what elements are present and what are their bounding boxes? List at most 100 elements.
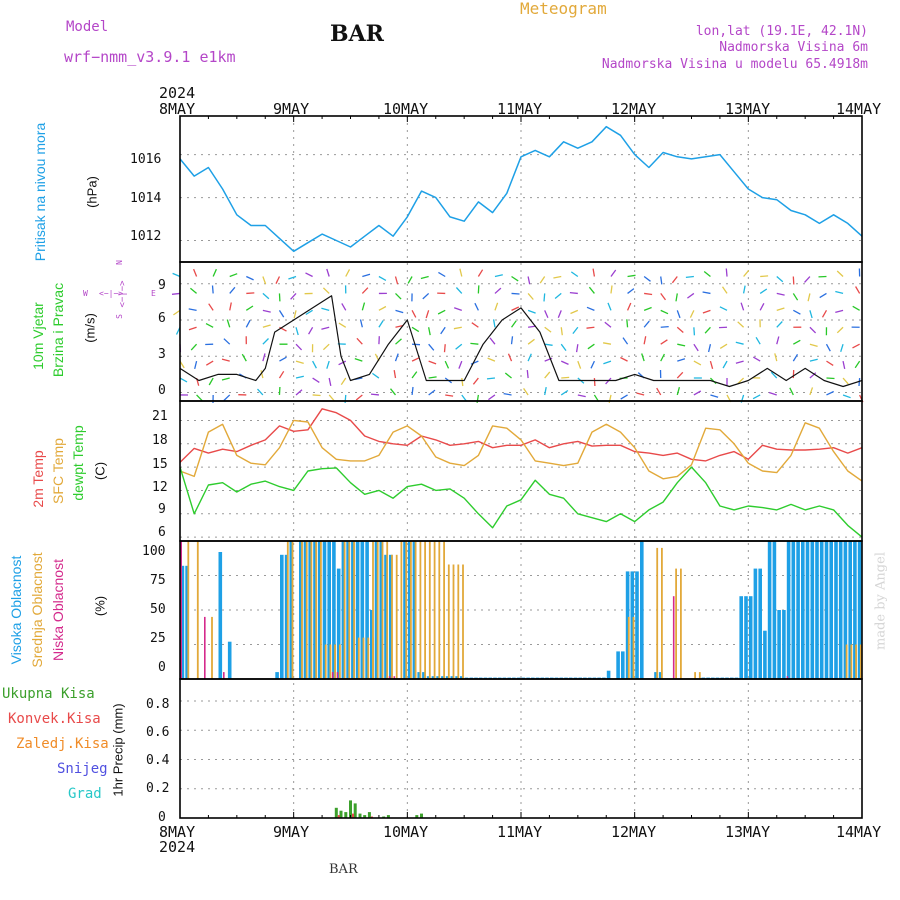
wind-vector-arrow [428, 343, 435, 351]
wind-vector-arrow [656, 387, 662, 396]
wind-vector-arrow [675, 293, 678, 302]
wind-vector-arrow [194, 360, 198, 370]
cloud-mid-bar [855, 644, 857, 679]
temp-tick: 12 [152, 480, 168, 495]
wind-vector-arrow [372, 372, 380, 379]
wind-vector-arrow [543, 293, 546, 302]
wind-vector-arrow [407, 276, 413, 284]
wind-vector-arrow [560, 360, 569, 365]
wind-vector-arrow [262, 309, 271, 313]
pressure-tick: 1014 [130, 191, 162, 206]
wind-vector-arrow [685, 275, 694, 279]
wind-vector-arrow [341, 303, 347, 311]
wind-vector-arrow [395, 324, 404, 328]
cloud-high-bar [370, 610, 374, 679]
cloud-high-bar [313, 541, 317, 679]
wind-vector-arrow [172, 272, 181, 278]
wind-vector-arrow [570, 271, 579, 278]
wind-vector-arrow [527, 293, 534, 300]
wind-vector-arrow [641, 353, 645, 362]
cloud-high-bar [407, 541, 412, 679]
wind-vector-arrow [703, 270, 711, 278]
cloud-high-bar [801, 541, 805, 679]
wind-vector-arrow [539, 276, 546, 284]
wind-vector-arrow [453, 326, 462, 330]
wind-vector-arrow [610, 285, 613, 294]
wind-vector-arrow [620, 394, 628, 400]
cloud-high-bar [838, 541, 843, 679]
cloud-tick: 0 [158, 660, 166, 675]
pressure-series-line [179, 125, 863, 253]
cloud-mid-bar [301, 541, 303, 679]
wind-vector-arrow [488, 394, 496, 401]
wind-vector-arrow [494, 274, 503, 278]
station-title: BAR [330, 21, 384, 47]
cloud-low-bar [204, 616, 206, 679]
wind-vector-arrow [858, 377, 861, 387]
wind-vector-arrow [321, 307, 330, 311]
wind-vector-arrow [262, 338, 269, 345]
wind-vector-arrow [660, 325, 669, 328]
elevation-text: Nadmorska Visina 6m [719, 40, 868, 55]
wind-vector-arrow [511, 306, 520, 311]
wind-vector-arrow [809, 387, 814, 396]
wind-vector-arrow [246, 275, 254, 281]
precip-legend-convective: Konvek.Kisa [8, 711, 101, 727]
wind-vector-arrow [340, 377, 347, 386]
wind-vector-arrow [725, 268, 728, 277]
wind-vector-arrow [774, 353, 778, 362]
wind-vector-arrow [486, 377, 496, 380]
day-label-top: 14MAY [836, 100, 882, 118]
wind-vector-arrow [444, 360, 450, 369]
wind-vector-arrow [312, 360, 317, 369]
day-label-top: 10MAY [383, 100, 429, 118]
wind-vector-arrow [438, 271, 446, 278]
wind-vector-arrow [660, 293, 667, 301]
wind-vector-arrow [586, 306, 595, 311]
wind-vector-arrow [223, 394, 231, 401]
cloud-mid-bar [443, 541, 445, 679]
cloud-high-bar [284, 554, 289, 679]
wind-vector-arrow [412, 343, 421, 346]
wind-vector-arrow [361, 302, 366, 311]
wind-vector-arrow [704, 326, 711, 334]
wind-vector-arrow [693, 390, 702, 396]
cloud-low-bar [393, 676, 396, 679]
wind-vector-arrow [560, 389, 569, 396]
cloud-label-high: Visoka Oblacnost [8, 555, 24, 665]
cloud-high-bar [336, 568, 341, 679]
wind-vector-arrow [604, 321, 612, 328]
precip-tick: 0.8 [146, 697, 170, 712]
wind-vector-arrow [411, 326, 420, 333]
wind-vector-arrow [835, 290, 844, 295]
wind-vector-arrow [544, 371, 551, 379]
cloud-mid-bar [372, 541, 374, 679]
wind-vector-arrow [246, 292, 255, 295]
cloud-high-bar [857, 541, 862, 679]
wind-vector-arrow [455, 343, 463, 350]
wind-vector-arrow [262, 292, 270, 300]
cloud-high-bar [374, 541, 379, 679]
wind-vector-arrow [295, 327, 299, 336]
wind-vector-arrow [356, 337, 363, 345]
cloud-high-bar [654, 672, 658, 679]
cloud-mid-bar [452, 564, 455, 679]
cloud-low-bar [180, 541, 182, 679]
cloud-mid-bar [211, 616, 213, 679]
cloud-high-bar [280, 554, 284, 679]
wind-vector-arrow [461, 377, 464, 387]
wind-vector-arrow [411, 371, 418, 379]
wind-vector-arrow [572, 326, 579, 334]
wind-vector-arrow [737, 321, 745, 328]
wind-vector-arrow [755, 336, 761, 345]
precip-total-bar [420, 813, 423, 818]
cloud-high-bar [739, 596, 743, 679]
cloud-mid-bar [457, 564, 460, 679]
wind-vector-arrow [437, 309, 446, 315]
cloud-mid-bar [675, 568, 677, 679]
wind-label-line1: 10m Vjetar [30, 302, 46, 370]
wind-vector-arrow [395, 338, 402, 345]
wind-vector-arrow [305, 309, 313, 316]
cloud-high-bar [791, 541, 796, 679]
cloud-label-mid: Srednja Oblacnost [29, 552, 45, 668]
